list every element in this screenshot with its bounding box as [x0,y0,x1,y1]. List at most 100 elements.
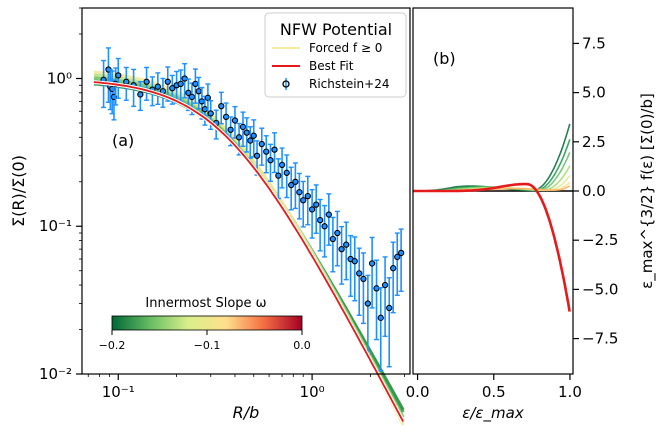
data-marker [154,83,161,90]
legend: NFW Potential Forced f ≥ 0 Best Fit Rich… [264,12,407,98]
data-point [218,91,225,125]
data-point [263,135,270,174]
data-marker [364,300,372,307]
data-point [213,109,220,140]
data-marker [292,178,299,185]
data-point [329,216,337,273]
data-point [271,132,278,174]
legend-label-forced: Forced f ≥ 0 [309,41,382,55]
data-marker [343,241,350,248]
data-marker [313,201,320,208]
panel-b-xlabel: ε/ε_max [462,404,524,423]
data-marker [321,223,328,230]
forced-df-curve-1 [413,139,571,192]
data-point [250,119,257,158]
data-marker [325,211,332,218]
data-marker [283,169,290,176]
data-point [143,66,150,101]
data-marker [263,148,270,155]
data-marker [227,126,234,133]
y-tick-label-1: 10⁻¹ [39,217,72,235]
legend-label-richstein: Richstein+24 [309,77,389,91]
y-tick-label-2: 10⁰ [47,69,72,87]
data-marker [334,229,341,237]
data-point [154,72,161,106]
legend-label-best-fit: Best Fit [309,59,354,73]
data-point [356,247,363,317]
data-point [275,158,282,200]
colorbar-tick-label-0: −0.2 [99,339,126,352]
data-marker [386,304,393,312]
panel-b-ylabel: ε_max^{3/2} f(ε) [Σ(0)/b] [638,93,657,289]
data-point [360,252,367,325]
best-fit-df-curve [413,182,571,312]
panel-a-ylabel: Σ(R)/Σ(0) [9,155,28,227]
data-marker [316,216,324,224]
b-x-tick-label-0: 0.0 [406,383,430,401]
data-marker [278,161,286,169]
data-marker [381,281,389,289]
data-point [258,127,265,166]
colorbar: Innermost Slope ω −0.2 −0.1 0.0 [99,296,311,352]
best-fit-curve [93,81,404,423]
colorbar-ticks: −0.2 −0.1 0.0 [99,330,311,352]
data-point [394,232,401,296]
data-marker [177,80,184,87]
data-marker [164,78,171,85]
data-marker [185,89,192,96]
data-marker [394,253,401,261]
legend-title: NFW Potential [280,20,392,39]
panel-b-label: (b) [433,49,456,68]
data-marker [300,197,307,204]
data-marker [329,235,337,243]
data-point [304,175,311,226]
data-marker [250,132,257,139]
data-marker [258,140,265,148]
data-point [386,277,393,368]
data-point [181,62,188,99]
data-point [397,228,405,292]
data-point [278,147,286,189]
data-point [283,154,290,199]
colorbar-tick-label-1: −0.1 [194,339,221,352]
data-marker [195,88,202,95]
panel-a-frame [81,7,411,375]
data-point [267,143,274,182]
data-marker [267,157,274,164]
forced-df-curve-0 [413,123,571,192]
data-point [321,204,328,258]
panel-a-data-layer [93,47,405,426]
data-point [343,221,350,281]
b-y-tick-label-3: 0.0 [582,182,606,200]
data-point [368,236,376,309]
data-marker [247,137,254,144]
x-tick-label-0: 10⁻¹ [102,383,135,401]
data-point [115,57,122,99]
data-point [243,117,250,153]
data-marker [123,78,130,85]
data-point [377,286,384,372]
data-marker [377,314,384,321]
data-marker [356,270,363,277]
x-tick-label-1: 10⁰ [300,383,325,401]
b-y-tick-label-5: −5.0 [582,280,618,298]
data-point [137,80,144,112]
b-y-tick-label-6: −7.5 [582,330,618,348]
data-point [338,225,345,285]
data-marker [207,110,214,117]
panel-b-axes: 0.0 0.5 1.0 7.5 5.0 2.5 0.0 −2.5 −5.0 −7.5 [406,34,619,401]
b-y-tick-label-2: 2.5 [582,133,606,151]
data-point [334,210,341,267]
legend-box [264,12,407,98]
data-marker [188,93,196,101]
data-marker [231,117,239,124]
forced-curve-2 [93,76,405,418]
data-marker [169,85,176,92]
data-point [373,259,380,341]
data-marker [397,249,405,257]
data-point [308,188,316,239]
data-marker [296,189,303,196]
data-marker [304,192,311,200]
colorbar-bar [111,315,303,331]
